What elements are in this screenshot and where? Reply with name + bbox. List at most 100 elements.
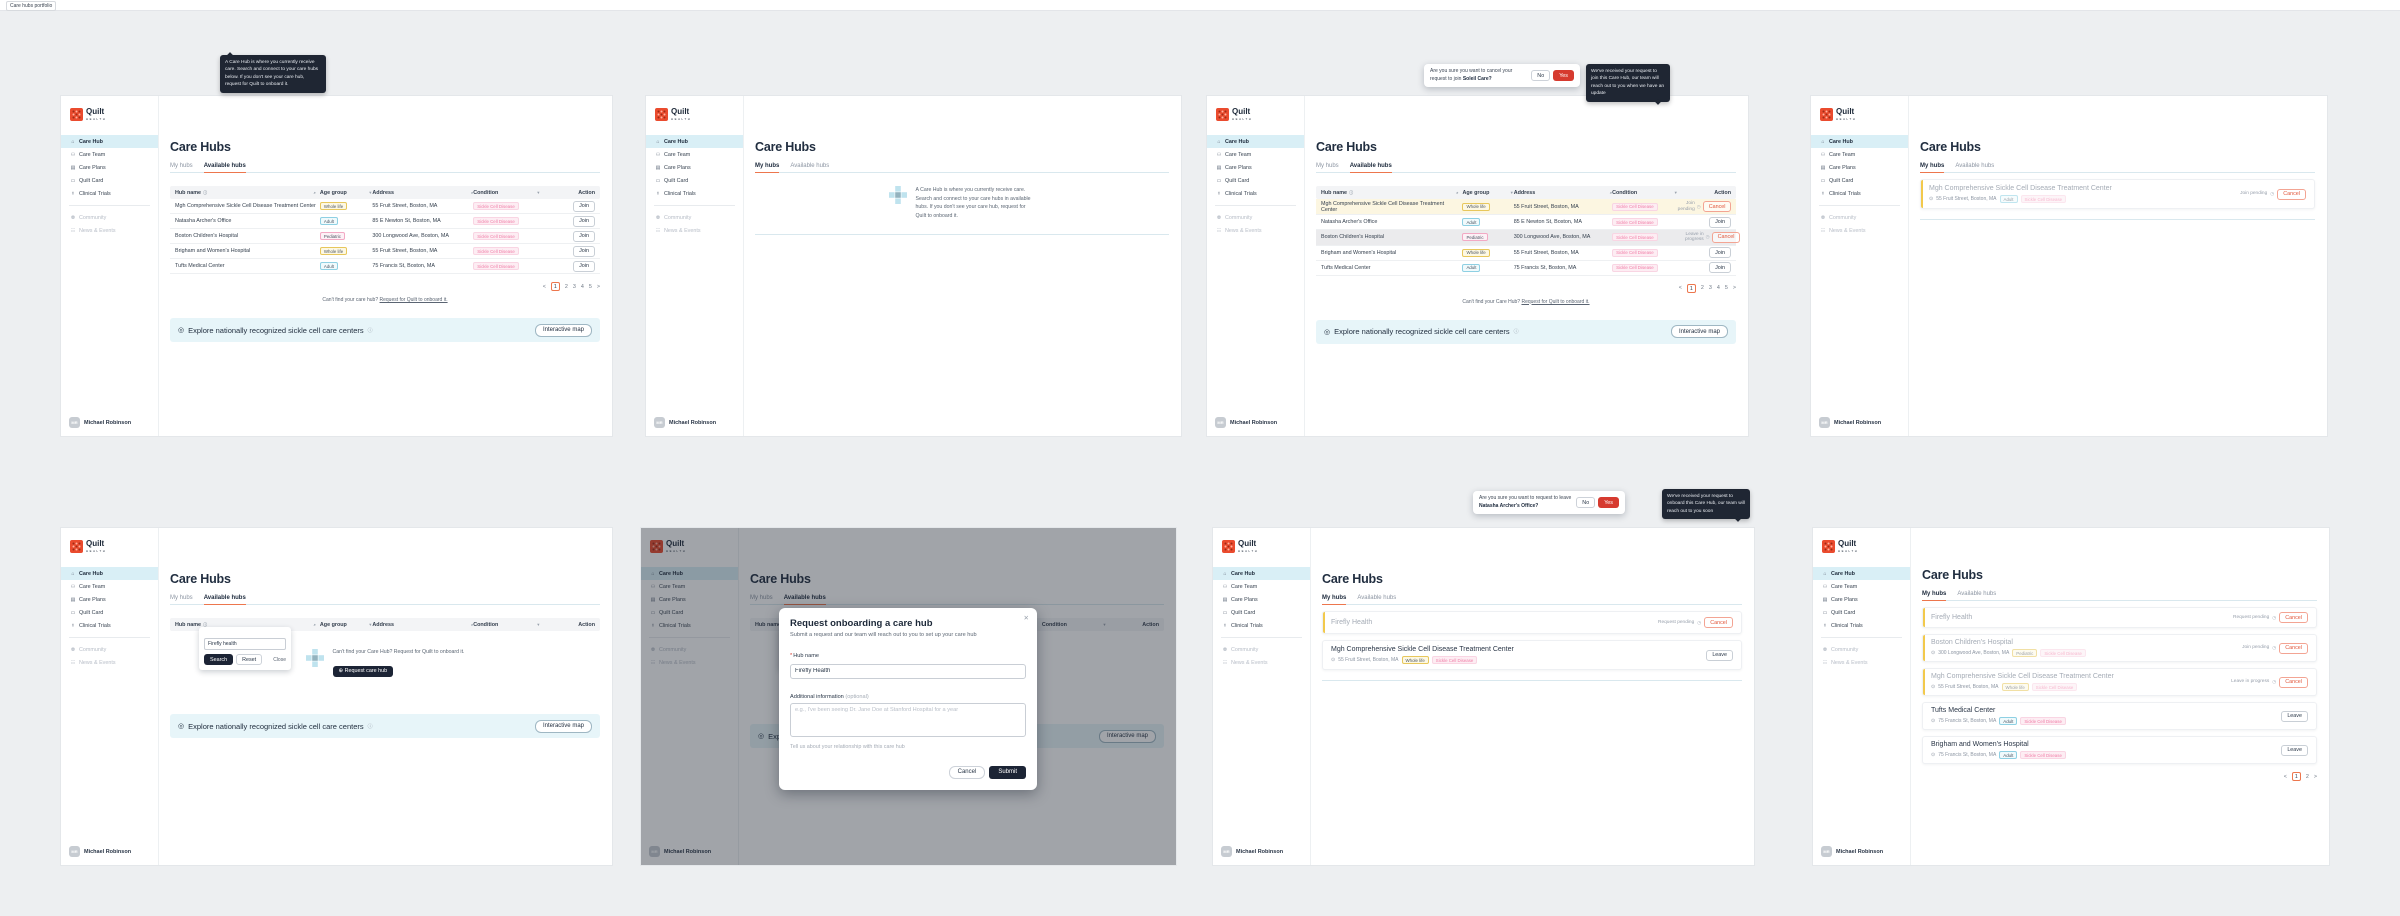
sidebar-item-quilt-card[interactable]: ▭ Quilt Card bbox=[1813, 606, 1910, 619]
join-button[interactable]: Join bbox=[573, 230, 595, 242]
join-button[interactable]: Join bbox=[573, 245, 595, 257]
interactive-map-button[interactable]: Interactive map bbox=[534, 719, 592, 733]
sidebar-item-care-plans[interactable]: ▤ Care Plans bbox=[641, 593, 738, 606]
user-menu[interactable]: MR Michael Robinson bbox=[1215, 417, 1277, 428]
tab-my-hubs[interactable]: My hubs bbox=[170, 163, 193, 169]
filter-icon[interactable]: ▼ bbox=[368, 190, 373, 195]
join-button[interactable]: Join bbox=[1709, 216, 1731, 228]
join-button[interactable]: Join bbox=[573, 260, 595, 272]
tab-available-hubs[interactable]: Available hubs bbox=[1349, 163, 1392, 173]
reset-button[interactable]: Reset bbox=[236, 654, 263, 665]
info-icon[interactable]: ⓘ bbox=[1513, 329, 1519, 335]
cancel-button[interactable]: Cancel bbox=[2279, 642, 2308, 654]
page-3[interactable]: 3 bbox=[1708, 285, 1712, 291]
sidebar-item-care-team[interactable]: ⚇ Care Team bbox=[61, 148, 158, 161]
page-next[interactable]: > bbox=[2313, 773, 2317, 780]
sidebar-item-quilt-card[interactable]: ▭ Quilt Card bbox=[1207, 174, 1304, 187]
sidebar-item-news-events[interactable]: ☷ News & Events bbox=[61, 224, 158, 237]
no-button[interactable]: No bbox=[1531, 70, 1551, 81]
sidebar-item-care-team[interactable]: ⚇ Care Team bbox=[641, 580, 738, 593]
page-prev[interactable]: < bbox=[1678, 285, 1682, 291]
close-icon[interactable]: ✕ bbox=[1023, 615, 1029, 622]
user-menu[interactable]: MR Michael Robinson bbox=[69, 846, 131, 857]
page-1[interactable]: 1 bbox=[550, 282, 560, 291]
sidebar-item-clinical-trials[interactable]: ⚕ Clinical Trials bbox=[646, 187, 743, 200]
tab-my-hubs[interactable]: My hubs bbox=[1316, 163, 1339, 169]
additional-info-field[interactable] bbox=[790, 702, 1026, 737]
sidebar-item-news-events[interactable]: ☷ News & Events bbox=[1811, 224, 1908, 237]
tab-my-hubs[interactable]: My hubs bbox=[750, 595, 773, 601]
submit-button[interactable]: Submit bbox=[989, 765, 1026, 779]
yes-button[interactable]: Yes bbox=[1553, 70, 1574, 81]
cancel-button[interactable]: Cancel bbox=[2277, 188, 2306, 200]
page-1[interactable]: 1 bbox=[2291, 772, 2301, 781]
user-menu[interactable]: MR Michael Robinson bbox=[649, 846, 711, 857]
sidebar-item-care-team[interactable]: ⚇ Care Team bbox=[1813, 580, 1910, 593]
tab-my-hubs[interactable]: My hubs bbox=[1922, 591, 1947, 601]
sidebar-item-quilt-card[interactable]: ▭ Quilt Card bbox=[61, 606, 158, 619]
document-tab[interactable]: Care hubs portfolio bbox=[6, 1, 57, 11]
sidebar-item-care-hub[interactable]: ⌂ Care Hub bbox=[1811, 135, 1908, 148]
page-2[interactable]: 2 bbox=[2305, 773, 2309, 780]
cancel-button[interactable]: Cancel bbox=[2279, 612, 2308, 623]
info-icon[interactable]: ⓘ bbox=[1349, 189, 1354, 195]
yes-button[interactable]: Yes bbox=[1598, 497, 1619, 508]
sidebar-item-care-hub[interactable]: ⌂ Care Hub bbox=[641, 567, 738, 580]
tab-available-hubs[interactable]: Available hubs bbox=[790, 163, 830, 169]
sidebar-item-care-plans[interactable]: ▤ Care Plans bbox=[1207, 161, 1304, 174]
sidebar-item-clinical-trials[interactable]: ⚕ Clinical Trials bbox=[641, 619, 738, 632]
leave-button[interactable]: Leave bbox=[2281, 744, 2308, 756]
filter-icon[interactable]: ▼ bbox=[536, 190, 541, 195]
sidebar-item-community[interactable]: ⚉ Community bbox=[61, 211, 158, 224]
search-icon[interactable]: ⌕ bbox=[1609, 190, 1613, 195]
tab-available-hubs[interactable]: Available hubs bbox=[1955, 163, 1995, 169]
tab-available-hubs[interactable]: Available hubs bbox=[203, 163, 246, 173]
sidebar-item-news-events[interactable]: ☷ News & Events bbox=[1813, 656, 1910, 669]
search-icon[interactable]: ⌕ bbox=[470, 190, 474, 195]
sidebar-item-care-plans[interactable]: ▤ Care Plans bbox=[61, 161, 158, 174]
sidebar-item-news-events[interactable]: ☷ News & Events bbox=[61, 656, 158, 669]
info-icon[interactable]: ⓘ bbox=[367, 327, 373, 334]
sidebar-item-quilt-card[interactable]: ▭ Quilt Card bbox=[1811, 174, 1908, 187]
sidebar-item-care-plans[interactable]: ▤ Care Plans bbox=[1811, 161, 1908, 174]
page-5[interactable]: 5 bbox=[588, 283, 592, 290]
tab-my-hubs[interactable]: My hubs bbox=[170, 595, 193, 601]
cancel-button[interactable]: Cancel bbox=[1704, 617, 1733, 628]
filter-icon[interactable]: ▼ bbox=[1509, 190, 1514, 195]
interactive-map-button[interactable]: Interactive map bbox=[1670, 325, 1728, 338]
cancel-button[interactable]: Cancel bbox=[948, 765, 986, 779]
filter-icon[interactable]: ▼ bbox=[368, 622, 373, 627]
tab-available-hubs[interactable]: Available hubs bbox=[783, 595, 826, 605]
filter-icon[interactable]: ▼ bbox=[536, 622, 541, 627]
sidebar-item-care-hub[interactable]: ⌂ Care Hub bbox=[1813, 567, 1910, 580]
page-4[interactable]: 4 bbox=[1716, 285, 1720, 291]
tab-available-hubs[interactable]: Available hubs bbox=[1957, 591, 1997, 597]
filter-icon[interactable]: ▼ bbox=[1673, 190, 1678, 195]
sidebar-item-community[interactable]: ⚉ Community bbox=[641, 643, 738, 656]
sidebar-item-clinical-trials[interactable]: ⚕ Clinical Trials bbox=[61, 187, 158, 200]
page-prev[interactable]: < bbox=[2283, 773, 2287, 780]
page-next[interactable]: > bbox=[1732, 285, 1736, 291]
sidebar-item-care-team[interactable]: ⚇ Care Team bbox=[1207, 148, 1304, 161]
tab-my-hubs[interactable]: My hubs bbox=[1322, 595, 1347, 605]
sidebar-item-care-team[interactable]: ⚇ Care Team bbox=[1811, 148, 1908, 161]
sidebar-item-clinical-trials[interactable]: ⚕ Clinical Trials bbox=[1213, 619, 1310, 632]
search-icon[interactable]: ⌕ bbox=[313, 190, 316, 195]
page-4[interactable]: 4 bbox=[580, 283, 584, 290]
page-1[interactable]: 1 bbox=[1686, 283, 1696, 293]
sidebar-item-community[interactable]: ⚉ Community bbox=[1207, 211, 1304, 224]
sidebar-item-care-hub[interactable]: ⌂ Care Hub bbox=[646, 135, 743, 148]
sidebar-item-care-team[interactable]: ⚇ Care Team bbox=[1213, 580, 1310, 593]
cancel-button[interactable]: Cancel bbox=[1711, 231, 1741, 243]
sidebar-item-quilt-card[interactable]: ▭ Quilt Card bbox=[61, 174, 158, 187]
user-menu[interactable]: MR Michael Robinson bbox=[654, 417, 716, 428]
sidebar-item-community[interactable]: ⚉ Community bbox=[646, 211, 743, 224]
sidebar-item-care-plans[interactable]: ▤ Care Plans bbox=[61, 593, 158, 606]
page-prev[interactable]: < bbox=[542, 283, 546, 290]
leave-button[interactable]: Leave bbox=[2281, 710, 2308, 722]
join-button[interactable]: Join bbox=[573, 215, 595, 227]
sidebar-item-care-hub[interactable]: ⌂ Care Hub bbox=[61, 567, 158, 580]
sidebar-item-clinical-trials[interactable]: ⚕ Clinical Trials bbox=[1811, 187, 1908, 200]
request-care-hub-button[interactable]: ⊕ Request care hub bbox=[332, 665, 394, 677]
info-icon[interactable]: ⓘ bbox=[203, 189, 208, 195]
